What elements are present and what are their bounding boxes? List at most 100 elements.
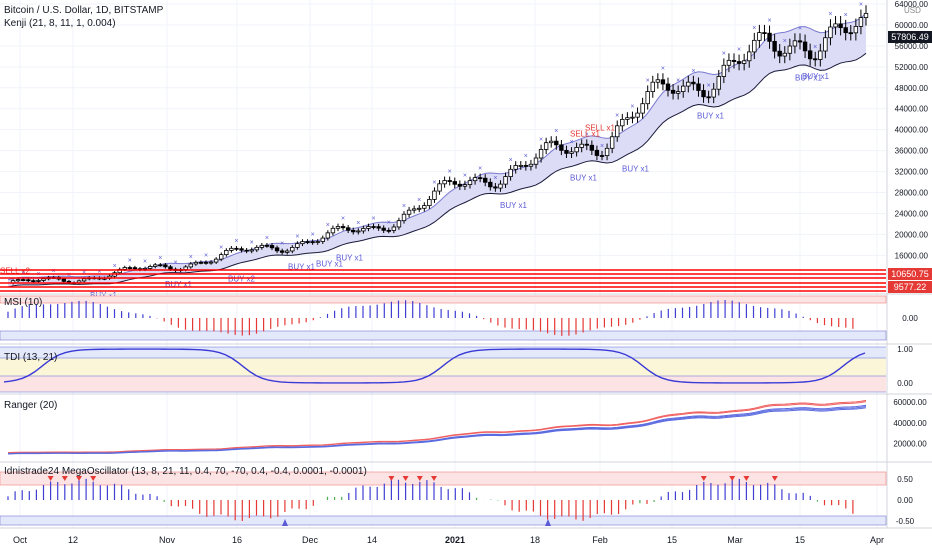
candle-up[interactable] xyxy=(366,226,371,229)
candle-up[interactable] xyxy=(401,213,407,222)
candle-up[interactable] xyxy=(858,17,864,27)
candle-up[interactable] xyxy=(330,227,336,234)
candle-down[interactable] xyxy=(701,90,706,98)
candle-up[interactable] xyxy=(579,143,584,148)
candle-down[interactable] xyxy=(706,96,711,99)
candle-up[interactable] xyxy=(427,199,432,207)
candle-up[interactable] xyxy=(741,60,747,64)
candle-down[interactable] xyxy=(264,244,270,247)
ranger-pane[interactable]: 60000.00 40000.00 20000.00 xyxy=(0,393,932,455)
candle-down[interactable] xyxy=(559,144,564,151)
candle-up[interactable] xyxy=(833,23,838,28)
candle-down[interactable] xyxy=(564,149,569,154)
candle-up[interactable] xyxy=(320,237,325,242)
candle-down[interactable] xyxy=(447,180,452,182)
candle-up[interactable] xyxy=(213,258,219,263)
candle-up[interactable] xyxy=(153,264,158,267)
candle-down[interactable] xyxy=(523,165,529,167)
tdi-title[interactable]: TDI (13, 21) xyxy=(4,352,58,363)
candle-down[interactable] xyxy=(163,264,168,268)
candle-down[interactable] xyxy=(772,40,777,52)
candle-up[interactable] xyxy=(472,177,478,182)
candle-down[interactable] xyxy=(198,261,204,264)
candle-up[interactable] xyxy=(630,116,635,119)
candle-down[interactable] xyxy=(457,183,463,187)
candle-down[interactable] xyxy=(269,245,275,249)
candle-up[interactable] xyxy=(224,250,229,256)
candle-up[interactable] xyxy=(81,278,87,282)
candle-down[interactable] xyxy=(310,241,315,244)
candle-up[interactable] xyxy=(467,180,473,186)
candle-up[interactable] xyxy=(543,142,549,150)
candle-down[interactable] xyxy=(386,229,391,232)
candle-up[interactable] xyxy=(716,76,721,90)
candle-down[interactable] xyxy=(158,264,163,267)
candle-up[interactable] xyxy=(625,117,630,120)
candle-up[interactable] xyxy=(686,81,691,87)
candle-down[interactable] xyxy=(813,58,818,61)
candle-up[interactable] xyxy=(726,59,732,66)
overlay-indicator-title[interactable]: Kenji (21, 8, 11, 1, 0.004) xyxy=(4,18,116,29)
candle-up[interactable] xyxy=(645,91,650,105)
candle-down[interactable] xyxy=(376,226,381,229)
candle-up[interactable] xyxy=(863,12,869,19)
candle-up[interactable] xyxy=(655,79,661,83)
candle-up[interactable] xyxy=(681,85,686,93)
candle-down[interactable] xyxy=(351,229,356,233)
ranger-title[interactable]: Ranger (20) xyxy=(4,400,58,411)
candle-down[interactable] xyxy=(203,261,209,264)
mega-oscillator-pane[interactable]: 0.50 0.00 -0.50 xyxy=(0,461,932,526)
candle-down[interactable] xyxy=(843,27,848,34)
candle-down[interactable] xyxy=(767,32,772,42)
candle-up[interactable] xyxy=(259,244,265,248)
candle-down[interactable] xyxy=(61,278,67,282)
candle-down[interactable] xyxy=(731,59,737,62)
candle-up[interactable] xyxy=(675,91,681,94)
candle-up[interactable] xyxy=(747,51,752,62)
candle-down[interactable] xyxy=(132,267,138,270)
candle-up[interactable] xyxy=(147,266,153,269)
candle-up[interactable] xyxy=(417,207,422,210)
candle-down[interactable] xyxy=(802,41,808,52)
candle-up[interactable] xyxy=(361,228,366,232)
candle-down[interactable] xyxy=(493,186,498,189)
candle-up[interactable] xyxy=(437,183,442,192)
candle-up[interactable] xyxy=(711,88,716,98)
candle-up[interactable] xyxy=(853,26,859,34)
candle-up[interactable] xyxy=(325,232,331,239)
candle-up[interactable] xyxy=(721,64,727,77)
candle-up[interactable] xyxy=(503,176,508,185)
candle-up[interactable] xyxy=(122,267,127,270)
candle-down[interactable] xyxy=(483,177,488,183)
candle-down[interactable] xyxy=(838,23,843,29)
candle-up[interactable] xyxy=(254,246,259,251)
candle-down[interactable] xyxy=(274,247,280,252)
candle-up[interactable] xyxy=(640,103,645,114)
candle-up[interactable] xyxy=(295,243,300,248)
candle-down[interactable] xyxy=(797,40,803,43)
candle-down[interactable] xyxy=(488,181,493,188)
candle-up[interactable] xyxy=(609,136,615,149)
candle-up[interactable] xyxy=(615,125,620,138)
candle-down[interactable] xyxy=(305,241,310,244)
candle-down[interactable] xyxy=(807,50,813,60)
candle-up[interactable] xyxy=(193,261,199,265)
candle-down[interactable] xyxy=(594,149,600,156)
candle-up[interactable] xyxy=(15,279,21,282)
candle-up[interactable] xyxy=(823,37,828,52)
candle-down[interactable] xyxy=(599,155,605,157)
candle-up[interactable] xyxy=(391,226,397,231)
candle-up[interactable] xyxy=(498,183,503,189)
candle-up[interactable] xyxy=(828,26,833,39)
candle-up[interactable] xyxy=(518,165,523,167)
candle-down[interactable] xyxy=(736,61,742,64)
candle-down[interactable] xyxy=(762,32,767,34)
candle-down[interactable] xyxy=(234,247,239,250)
candle-down[interactable] xyxy=(777,50,782,57)
candle-up[interactable] xyxy=(528,163,534,167)
candle-down[interactable] xyxy=(696,83,701,91)
candle-up[interactable] xyxy=(538,149,544,159)
candle-up[interactable] xyxy=(635,112,640,118)
msi-pane[interactable]: 0.00 xyxy=(0,293,932,341)
